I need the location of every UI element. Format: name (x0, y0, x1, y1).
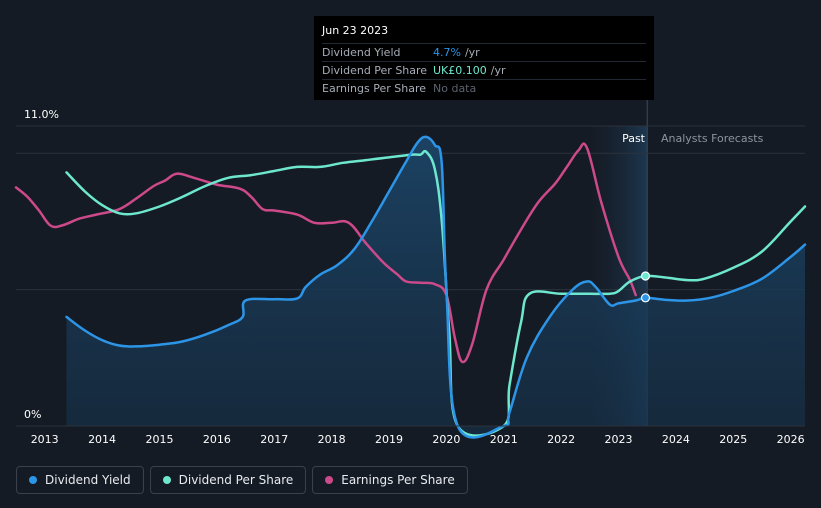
tooltip-row-label: Dividend Per Share (322, 64, 428, 77)
tooltip-row-earnings-per-share: Earnings Per Share No data (322, 79, 646, 97)
tooltip-row-label: Dividend Yield (322, 46, 401, 59)
x-tick-label: 2014 (88, 433, 116, 446)
earnings-per-share-line (14, 142, 637, 364)
tooltip-row-value: No data (433, 82, 477, 95)
tooltip-row-dividend-per-share: Dividend Per Share UK£0.100 /yr (322, 61, 646, 79)
legend-label: Dividend Yield (45, 473, 131, 487)
x-tick-label: 2024 (662, 433, 690, 446)
legend-item-dividend-yield[interactable]: Dividend Yield (16, 466, 144, 494)
tooltip-row-unit: /yr (490, 64, 506, 77)
legend-dot-icon (325, 476, 334, 484)
dividend-per-share-marker (640, 271, 651, 281)
x-tick-label: 2017 (260, 433, 288, 446)
tooltip-row-value: 4.7% (433, 46, 461, 59)
dividend-yield-area (66, 136, 805, 438)
legend-label: Earnings Per Share (341, 473, 455, 487)
tooltip-row-dividend-yield: Dividend Yield 4.7% /yr (322, 43, 646, 61)
x-tick-label: 2021 (490, 433, 518, 446)
legend: Dividend Yield Dividend Per Share Earnin… (16, 466, 468, 494)
x-tick-label: 2016 (203, 433, 231, 446)
tooltip-row-unit: /yr (464, 46, 480, 59)
tooltip: Jun 23 2023 Dividend Yield 4.7% /yr Divi… (314, 16, 654, 100)
tooltip-markers (640, 271, 651, 303)
legend-dot-icon (162, 476, 171, 484)
y-axis-top-label: 11.0% (24, 108, 59, 121)
legend-label: Dividend Per Share (178, 473, 294, 487)
x-tick-label: 2020 (432, 433, 460, 446)
legend-item-earnings-per-share[interactable]: Earnings Per Share (312, 466, 468, 494)
past-label: Past (622, 132, 646, 145)
dividend-yield-marker (640, 293, 651, 303)
x-tick-label: 2015 (145, 433, 173, 446)
x-tick-label: 2025 (719, 433, 747, 446)
tooltip-row-value: UK£0.100 (433, 64, 487, 77)
legend-item-dividend-per-share[interactable]: Dividend Per Share (149, 466, 307, 494)
tooltip-date: Jun 23 2023 (322, 24, 389, 37)
x-tick-label: 2023 (605, 433, 633, 446)
dividend-per-share-line (65, 149, 807, 437)
x-tick-label: 2026 (777, 433, 805, 446)
x-tick-label: 2022 (547, 433, 575, 446)
x-tick-label: 2018 (318, 433, 346, 446)
x-tick-label: 2019 (375, 433, 403, 446)
dividend-yield-area-fill (66, 136, 805, 438)
y-axis-bottom-label: 0% (24, 408, 41, 421)
x-axis: 2013 2014 2015 2016 2017 2018 2019 2020 2021 2022… (16, 425, 805, 446)
tooltip-row-label: Earnings Per Share (322, 82, 427, 95)
legend-dot-icon (29, 476, 37, 484)
x-tick-label: 2013 (31, 433, 59, 446)
analysts-forecasts-label: Analysts Forecasts (661, 132, 764, 145)
